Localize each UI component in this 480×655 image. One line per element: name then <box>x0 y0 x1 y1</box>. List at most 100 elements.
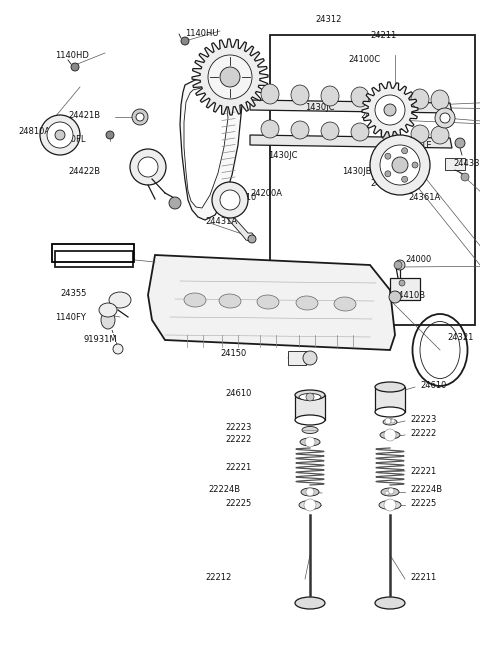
Text: 24350: 24350 <box>370 179 396 187</box>
Circle shape <box>169 197 181 209</box>
Text: 24000: 24000 <box>405 255 431 265</box>
Circle shape <box>40 115 80 155</box>
Circle shape <box>113 344 123 354</box>
Circle shape <box>385 491 389 495</box>
Circle shape <box>220 67 240 87</box>
Ellipse shape <box>375 597 405 609</box>
Ellipse shape <box>381 488 399 496</box>
Ellipse shape <box>351 123 369 141</box>
Text: 24211: 24211 <box>370 31 396 39</box>
Circle shape <box>138 157 158 177</box>
Text: 1140HD: 1140HD <box>55 50 89 60</box>
Circle shape <box>136 113 144 121</box>
Circle shape <box>130 149 166 185</box>
Circle shape <box>306 393 314 401</box>
Text: 22222: 22222 <box>225 436 251 445</box>
Polygon shape <box>192 39 268 115</box>
Text: 24410: 24410 <box>230 193 256 202</box>
Polygon shape <box>250 135 452 148</box>
Text: 24810A: 24810A <box>18 126 50 136</box>
Ellipse shape <box>381 124 399 142</box>
Polygon shape <box>148 255 395 350</box>
Circle shape <box>402 148 408 154</box>
Ellipse shape <box>184 293 206 307</box>
Circle shape <box>47 122 73 148</box>
Circle shape <box>440 113 450 123</box>
Circle shape <box>304 499 316 511</box>
Ellipse shape <box>375 382 405 392</box>
Circle shape <box>248 235 256 243</box>
Circle shape <box>388 488 394 494</box>
Ellipse shape <box>261 84 279 104</box>
Ellipse shape <box>411 125 429 143</box>
Circle shape <box>370 135 430 195</box>
Text: 1430JB: 1430JB <box>342 166 372 176</box>
Ellipse shape <box>334 297 356 311</box>
Polygon shape <box>184 87 228 208</box>
Bar <box>55 251 133 267</box>
Circle shape <box>55 130 65 140</box>
Circle shape <box>220 190 240 210</box>
Circle shape <box>375 95 405 125</box>
Text: 24433: 24433 <box>453 159 480 168</box>
Text: 22222: 22222 <box>410 428 436 438</box>
Ellipse shape <box>321 86 339 106</box>
Circle shape <box>461 173 469 181</box>
Text: 24422B: 24422B <box>68 166 100 176</box>
Circle shape <box>303 351 317 365</box>
Circle shape <box>399 280 405 286</box>
Bar <box>390 278 420 300</box>
Text: 22211: 22211 <box>410 572 436 582</box>
Ellipse shape <box>375 407 405 417</box>
Ellipse shape <box>299 394 321 400</box>
Ellipse shape <box>302 426 318 434</box>
Ellipse shape <box>295 415 325 425</box>
Circle shape <box>106 131 114 139</box>
Ellipse shape <box>379 500 401 510</box>
Ellipse shape <box>431 126 449 144</box>
Polygon shape <box>180 77 242 220</box>
Circle shape <box>385 171 391 177</box>
Text: 1430JC: 1430JC <box>305 102 335 111</box>
Text: 24421B: 24421B <box>68 111 100 119</box>
Ellipse shape <box>321 122 339 140</box>
Circle shape <box>132 109 148 125</box>
Polygon shape <box>226 215 255 242</box>
Text: 22225: 22225 <box>410 498 436 508</box>
Bar <box>295 395 325 420</box>
Text: 24200A: 24200A <box>250 189 282 198</box>
Bar <box>270 35 475 325</box>
Circle shape <box>435 108 455 128</box>
Circle shape <box>306 488 314 496</box>
Ellipse shape <box>351 87 369 107</box>
Circle shape <box>412 162 418 168</box>
Text: 22221: 22221 <box>410 466 436 476</box>
Text: 22212: 22212 <box>205 572 231 582</box>
Text: 24150: 24150 <box>220 348 246 358</box>
Ellipse shape <box>99 303 117 317</box>
Circle shape <box>385 153 391 159</box>
Polygon shape <box>250 100 452 113</box>
Text: 24322: 24322 <box>360 111 386 119</box>
Text: 22224B: 22224B <box>208 485 240 495</box>
Text: 24121E: 24121E <box>400 141 432 149</box>
Circle shape <box>392 157 408 173</box>
Ellipse shape <box>291 121 309 139</box>
Text: 24355: 24355 <box>60 288 86 297</box>
Text: 22221: 22221 <box>225 462 251 472</box>
Circle shape <box>395 260 405 270</box>
Circle shape <box>384 429 396 441</box>
Ellipse shape <box>411 89 429 109</box>
Text: 24323: 24323 <box>378 122 405 132</box>
Text: 24610: 24610 <box>420 381 446 390</box>
Polygon shape <box>362 82 418 138</box>
Ellipse shape <box>431 90 449 110</box>
Text: 24431A: 24431A <box>205 217 237 227</box>
Ellipse shape <box>381 88 399 108</box>
Circle shape <box>71 63 79 71</box>
Text: 1140FY: 1140FY <box>55 312 86 322</box>
Text: 1140FL: 1140FL <box>55 136 85 145</box>
Circle shape <box>455 138 465 148</box>
Circle shape <box>385 418 391 424</box>
Ellipse shape <box>299 500 321 510</box>
